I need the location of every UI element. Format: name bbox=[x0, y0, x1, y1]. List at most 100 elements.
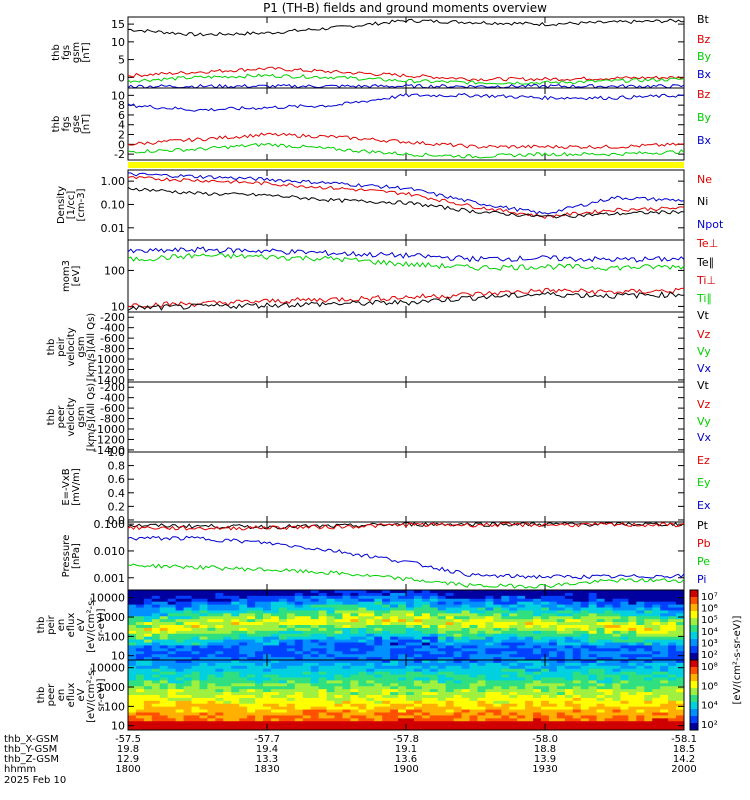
spectrogram-cell bbox=[191, 660, 200, 664]
spectrogram-cell bbox=[247, 712, 256, 716]
spectrogram-cell bbox=[342, 674, 351, 678]
spectrogram-cell bbox=[628, 616, 637, 620]
spectrogram-cell bbox=[342, 700, 351, 705]
y-tick-label: 1000 bbox=[97, 681, 125, 694]
spectrogram-cell bbox=[382, 622, 391, 626]
spectrogram-cell bbox=[564, 721, 574, 725]
spectrogram-cell bbox=[548, 592, 558, 597]
spectrogram-cell bbox=[517, 651, 526, 655]
spectrogram-cell bbox=[588, 697, 598, 702]
spectrogram-cell bbox=[620, 715, 629, 719]
spectrogram-cell bbox=[382, 595, 391, 600]
spectrogram-cell bbox=[151, 592, 161, 597]
spectrogram-cell bbox=[668, 622, 677, 626]
spectrogram-cell bbox=[445, 683, 455, 687]
spectrogram-cell bbox=[596, 660, 606, 664]
spectrogram-cell bbox=[398, 657, 407, 661]
spectrogram-cell bbox=[533, 660, 542, 664]
spectrogram-cell bbox=[612, 657, 621, 661]
spectrogram-cell bbox=[239, 610, 248, 614]
spectrogram-cell bbox=[374, 607, 383, 611]
spectrogram-cell bbox=[135, 721, 145, 725]
spectrogram-cell bbox=[572, 665, 582, 670]
spectrogram-cell bbox=[223, 671, 232, 676]
spectrogram-cell bbox=[247, 619, 256, 623]
spectrogram-cell bbox=[564, 657, 574, 661]
spectrogram-cell bbox=[255, 657, 264, 661]
spectrogram-cell bbox=[135, 636, 145, 641]
spectrogram-cell bbox=[310, 645, 320, 649]
spectrogram-cell bbox=[501, 654, 510, 658]
spectrogram-cell bbox=[421, 648, 431, 652]
spectrogram-cell bbox=[167, 651, 177, 655]
spectrogram-cell bbox=[469, 709, 478, 713]
spectrogram-cell bbox=[644, 657, 653, 661]
spectrogram-cell bbox=[263, 645, 272, 649]
spectrogram-cell bbox=[334, 718, 343, 722]
spectrogram-cell bbox=[342, 703, 351, 708]
spectrogram-cell bbox=[151, 654, 161, 658]
spectrogram-cell bbox=[501, 662, 510, 667]
spectrogram-cell bbox=[151, 616, 161, 620]
spectrogram-cell bbox=[318, 677, 328, 681]
spectrogram-cell bbox=[143, 636, 153, 641]
spectrogram-cell bbox=[390, 598, 399, 603]
colorbar-swatch bbox=[690, 695, 698, 703]
spectrogram-cell bbox=[406, 592, 415, 597]
spectrogram-cell bbox=[302, 686, 312, 690]
spectrogram-cell bbox=[501, 671, 510, 676]
spectrogram-cell bbox=[390, 636, 399, 641]
spectrogram-cell bbox=[302, 683, 312, 687]
spectrogram-cell bbox=[572, 622, 582, 626]
spectrogram-cell bbox=[350, 604, 359, 608]
spectrogram-cell bbox=[151, 625, 161, 629]
spectrogram-cell bbox=[493, 724, 502, 728]
spectrogram-cell bbox=[263, 651, 272, 655]
spectrogram-cell bbox=[239, 636, 248, 641]
spectrogram-cell bbox=[278, 665, 288, 670]
spectrogram-cell bbox=[477, 645, 486, 649]
spectrogram-cell bbox=[183, 630, 193, 635]
y-axis-label-line: peir bbox=[46, 614, 57, 634]
spectrogram-cell bbox=[350, 674, 359, 678]
spectrogram-cell bbox=[151, 601, 161, 606]
spectrogram-cell bbox=[469, 718, 478, 722]
spectrogram-cell bbox=[247, 671, 256, 676]
spectrogram-cell bbox=[509, 654, 518, 658]
y-tick-label: 0.8 bbox=[108, 460, 126, 473]
spectrogram-cell bbox=[278, 700, 288, 705]
spectrogram-cell bbox=[525, 665, 534, 670]
spectrogram-cell bbox=[676, 721, 685, 725]
spectrogram-cell bbox=[564, 689, 574, 693]
spectrogram-cell bbox=[159, 590, 169, 594]
spectrogram-cell bbox=[390, 712, 399, 716]
spectrogram-cell bbox=[636, 636, 645, 641]
spectrogram-cell bbox=[358, 692, 367, 696]
spectrogram-cell bbox=[398, 715, 407, 719]
spectrogram-cell bbox=[175, 651, 185, 655]
spectrogram-cell bbox=[644, 613, 653, 617]
colorbar-swatch bbox=[690, 716, 698, 724]
spectrogram-cell bbox=[199, 604, 208, 608]
spectrogram-cell bbox=[572, 692, 582, 696]
spectrogram-cell bbox=[517, 619, 526, 623]
spectrogram-cell bbox=[207, 639, 216, 643]
spectrogram-cell bbox=[461, 718, 471, 722]
y-tick-label: -400 bbox=[100, 392, 125, 405]
spectrogram-cell bbox=[413, 680, 423, 684]
spectrogram-cell bbox=[207, 595, 216, 600]
spectrogram-cell bbox=[247, 636, 256, 641]
spectrogram-cell bbox=[660, 703, 669, 708]
spectrogram-cell bbox=[668, 718, 677, 722]
spectrogram-cell bbox=[517, 607, 526, 611]
spectrogram-cell bbox=[199, 668, 208, 673]
spectrogram-cell bbox=[334, 625, 343, 629]
spectrogram-cell bbox=[533, 648, 542, 652]
spectrogram-cell bbox=[628, 727, 637, 731]
spectrogram-cell bbox=[175, 625, 185, 629]
spectrogram-cell bbox=[636, 595, 645, 600]
spectrogram-cell bbox=[501, 604, 510, 608]
spectrogram-cell bbox=[326, 610, 336, 614]
spectrogram-cell bbox=[620, 598, 629, 603]
spectrogram-cell bbox=[533, 662, 542, 667]
